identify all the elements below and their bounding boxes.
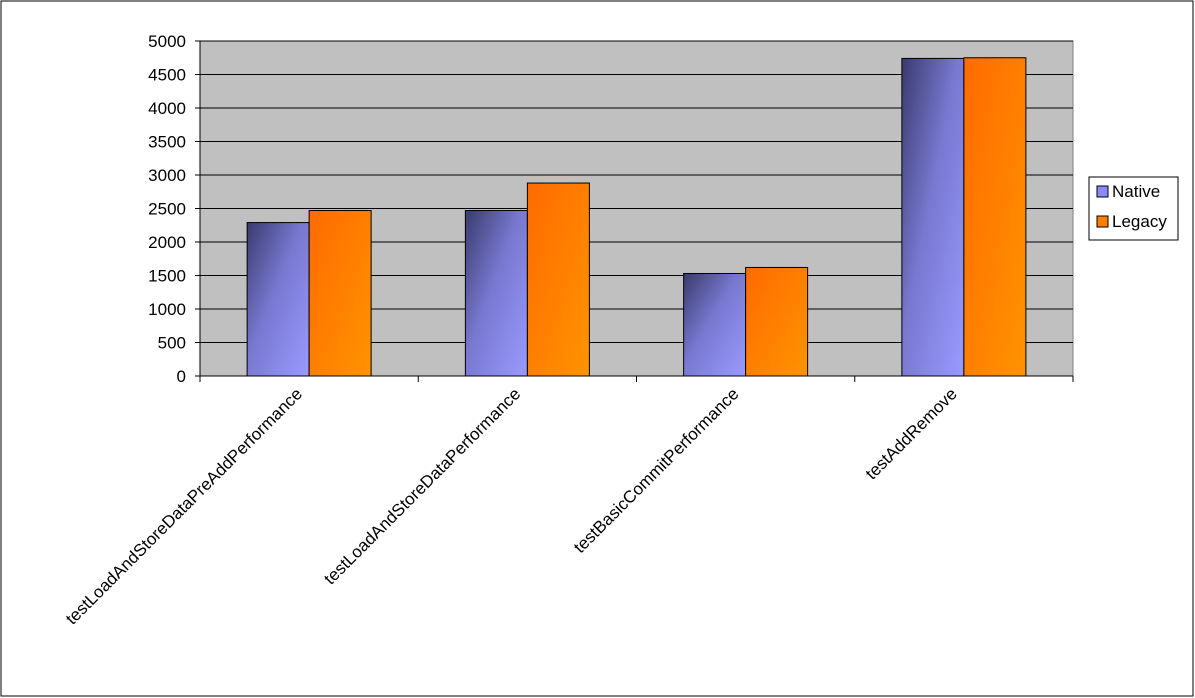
legend-swatch-native bbox=[1096, 185, 1109, 198]
y-tick-label: 1000 bbox=[148, 300, 186, 319]
bar-legacy-3 bbox=[963, 57, 1027, 377]
y-tick-label: 3500 bbox=[148, 133, 186, 152]
axes bbox=[195, 40, 1074, 382]
legend-swatch-legacy bbox=[1096, 215, 1109, 228]
y-tick-label: 500 bbox=[158, 334, 186, 353]
y-tick-labels: 0 500 1000 1500 2000 2500 3000 3500 4000 4500 5000 bbox=[148, 32, 186, 386]
bar-legacy-2 bbox=[745, 266, 809, 377]
y-tick-label: 5000 bbox=[148, 32, 186, 51]
bar-native-0 bbox=[246, 222, 310, 377]
y-tick-label: 4500 bbox=[148, 66, 186, 85]
bar-native-3 bbox=[901, 57, 965, 377]
y-tick-label: 3000 bbox=[148, 166, 186, 185]
legend: Native Legacy bbox=[1088, 176, 1179, 241]
legend-label-legacy: Legacy bbox=[1112, 212, 1167, 231]
y-tick-label: 2000 bbox=[148, 233, 186, 252]
legend-label-native: Native bbox=[1112, 182, 1160, 201]
y-tick-label: 0 bbox=[177, 367, 186, 386]
bar-legacy-0 bbox=[308, 210, 372, 377]
bar-native-2 bbox=[683, 272, 747, 377]
y-tick-label: 1500 bbox=[148, 267, 186, 286]
y-tick-label: 4000 bbox=[148, 99, 186, 118]
y-tick-label: 2500 bbox=[148, 200, 186, 219]
bar-legacy-1 bbox=[526, 182, 590, 377]
bar-native-1 bbox=[464, 210, 528, 377]
